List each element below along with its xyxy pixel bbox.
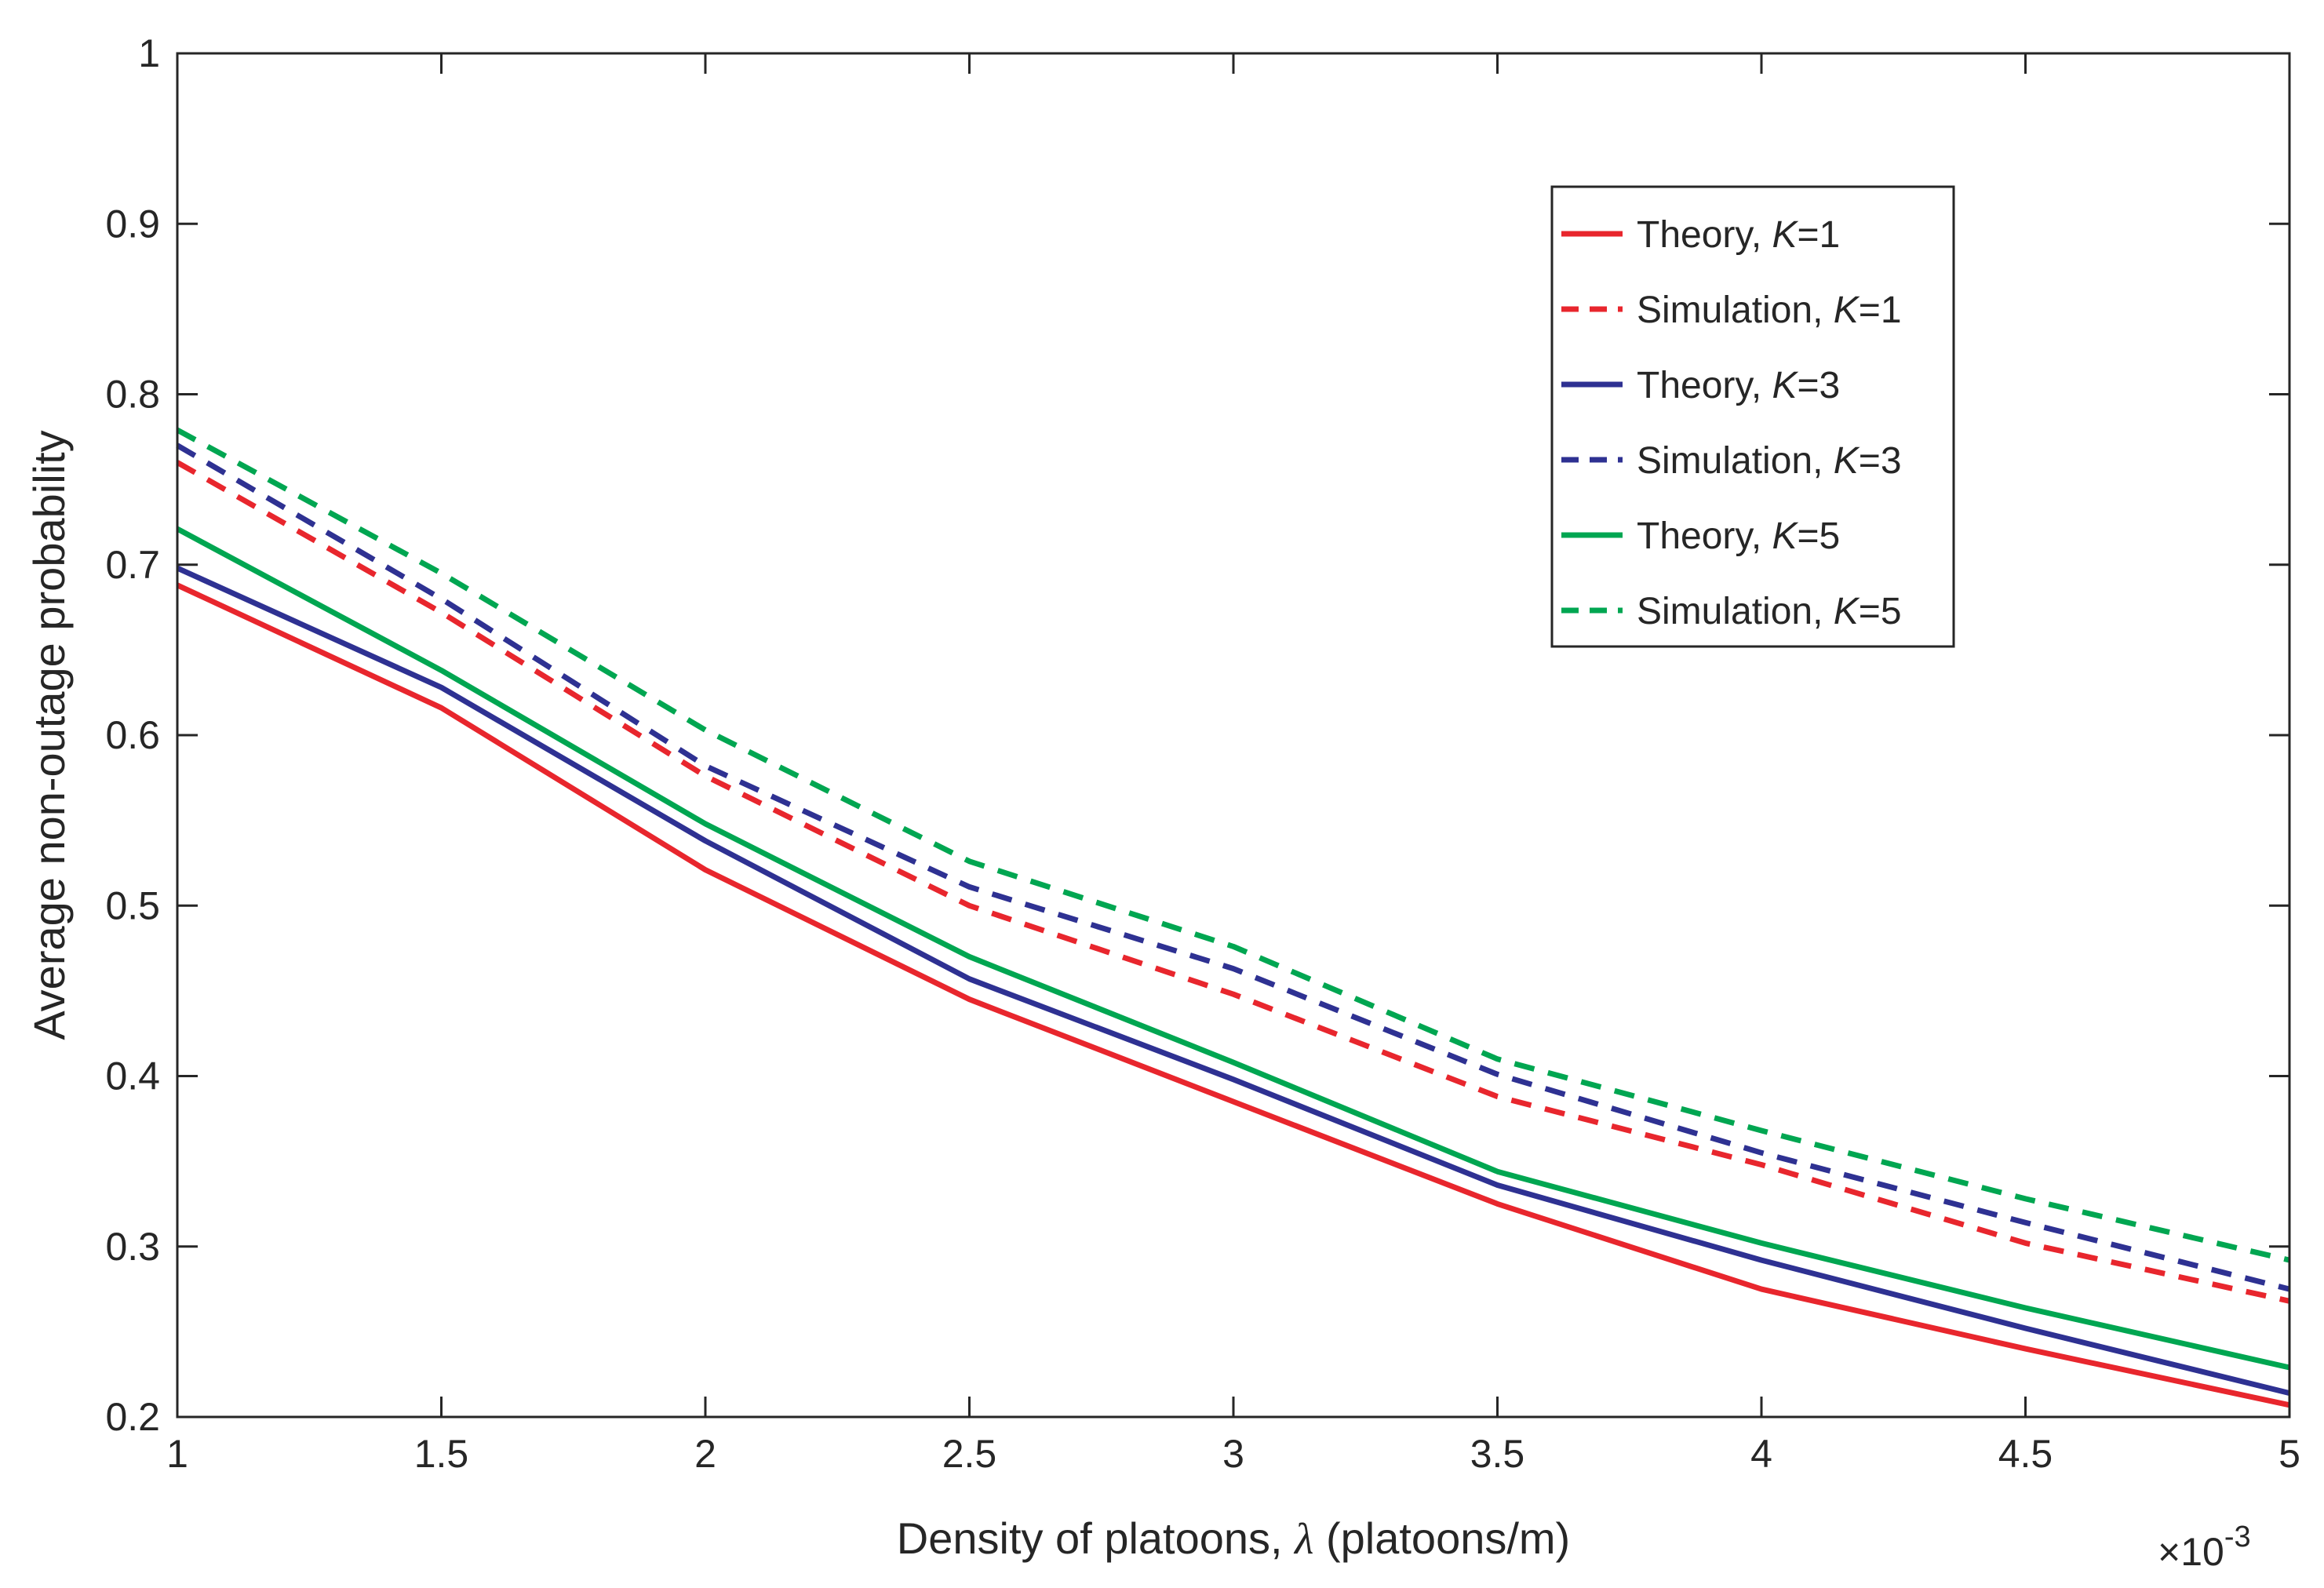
legend-entry-5: Simulation, K=5 [1561, 591, 1902, 632]
legend-entry-4: Theory, K=5 [1561, 515, 1840, 557]
series-line-1 [176, 460, 2290, 1304]
legend-label: Simulation, K=1 [1637, 290, 1902, 331]
legend: Theory, K=1 Simulation, K=1 Theory, K=3 Sim… [1550, 185, 1955, 648]
legend-entry-3: Simulation, K=3 [1561, 440, 1902, 482]
x-tick-label: 4 [1750, 1432, 1772, 1476]
x-tick-label: 5 [2278, 1432, 2300, 1476]
legend-label: Theory, K=3 [1637, 365, 1840, 406]
legend-label: Simulation, K=5 [1637, 591, 1902, 632]
y-tick-label: 0.7 [105, 543, 160, 587]
legend-entry-0: Theory, K=1 [1561, 214, 1840, 256]
legend-label: Theory, K=1 [1637, 214, 1840, 256]
y-tick-label: 0.2 [105, 1395, 160, 1439]
x-tick-label: 4.5 [1998, 1432, 2053, 1476]
x-tick-label: 3 [1222, 1432, 1244, 1476]
y-tick-label: 0.3 [105, 1225, 160, 1269]
y-tick-label: 1 [138, 31, 160, 75]
series-line-5 [176, 428, 2290, 1263]
legend-label: Simulation, K=3 [1637, 440, 1902, 482]
legend-label: Theory, K=5 [1637, 515, 1840, 557]
y-tick-label: 0.4 [105, 1054, 160, 1098]
y-axis-ticks: 0.2 0.3 0.4 0.5 0.6 0.7 0.8 0.9 1 [105, 31, 2289, 1439]
x-axis-multiplier: ×10-3 [2158, 1521, 2251, 1574]
legend-box [1550, 185, 1955, 648]
y-axis-label: Average non-outage probability [24, 430, 74, 1040]
series-line-2 [176, 565, 2290, 1396]
x-tick-label: 3.5 [1470, 1432, 1525, 1476]
x-axis-ticks: 1 1.5 2 2.5 3 3.5 4 4.5 5 [166, 53, 2300, 1476]
x-axis-multiplier-exponent: -3 [2224, 1521, 2251, 1553]
y-tick-label: 0.5 [105, 883, 160, 927]
x-tick-label: 2 [694, 1432, 716, 1476]
series-line-3 [176, 443, 2290, 1292]
series-line-4 [176, 526, 2290, 1371]
x-tick-label: 1 [166, 1432, 188, 1476]
x-tick-label: 1.5 [414, 1432, 469, 1476]
y-tick-label: 0.9 [105, 202, 160, 246]
x-axis-label: Density of platoons, λ (platoons/m) [897, 1513, 1570, 1564]
legend-entry-2: Theory, K=3 [1561, 365, 1840, 406]
lambda-symbol: λ [1293, 1515, 1313, 1564]
legend-entry-1: Simulation, K=1 [1561, 290, 1902, 331]
series-line-0 [176, 582, 2290, 1408]
x-tick-label: 2.5 [942, 1432, 997, 1476]
plot-lines [176, 428, 2290, 1408]
y-tick-label: 0.6 [105, 713, 160, 757]
legend-entries: Theory, K=1 Simulation, K=1 Theory, K=3 Sim… [1561, 214, 1902, 632]
y-tick-label: 0.8 [105, 373, 160, 417]
